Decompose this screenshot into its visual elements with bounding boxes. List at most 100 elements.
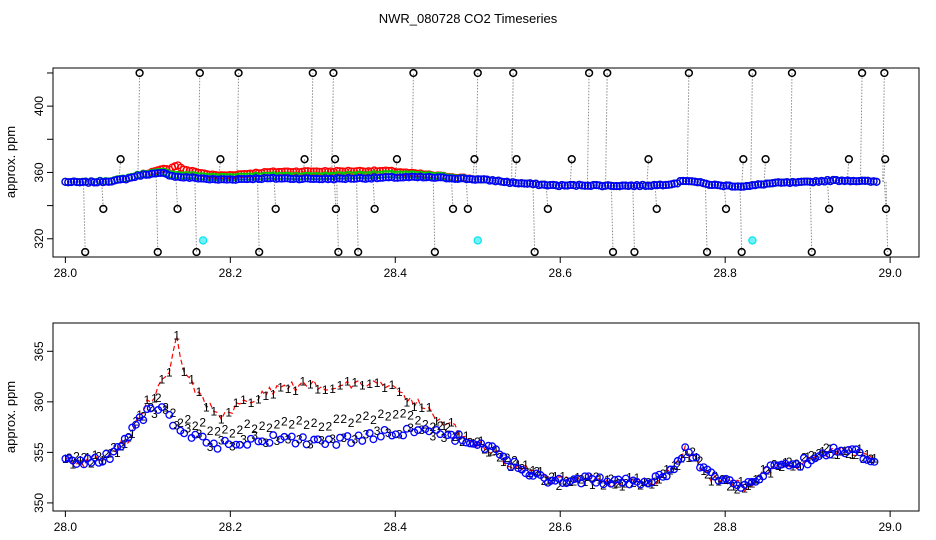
top-point-blue: [681, 176, 691, 186]
top-point-black: [216, 155, 225, 164]
top-point-blue: [274, 174, 284, 183]
top-point-blue: [199, 174, 208, 183]
top-point-blue: [349, 174, 359, 183]
bottom-label-1: 1: [604, 473, 611, 487]
top-point-blue: [413, 173, 422, 182]
bottom-point-blue: [859, 455, 868, 464]
top-point-black: [370, 204, 379, 214]
bottom-point-blue: [503, 456, 511, 465]
bottom-label-1: 1: [678, 451, 685, 465]
bottom-label-3: 3: [196, 427, 203, 441]
bottom-label-2: 2: [170, 406, 177, 420]
bottom-label-3: 3: [185, 422, 192, 436]
bottom-point-blue: [146, 404, 155, 413]
bottom-point-blue: [454, 430, 463, 439]
bottom-label-2: 2: [318, 420, 325, 434]
top-point-blue: [592, 181, 601, 190]
bottom-label-1: 1: [448, 416, 455, 430]
bottom-label-1: 1: [507, 460, 514, 474]
spike-line: [532, 184, 536, 253]
bottom-y-tick-label: 365: [32, 341, 46, 361]
spike-line: [194, 178, 198, 253]
top-point-blue: [693, 178, 702, 187]
top-point-blue: [624, 181, 633, 190]
top-point-black: [881, 155, 890, 164]
bottom-label-1: 1: [819, 444, 826, 458]
bottom-label-2: 2: [251, 422, 258, 436]
bottom-label-2: 2: [125, 430, 132, 444]
spike-line: [739, 186, 743, 253]
bottom-label-3: 3: [374, 424, 381, 438]
top-point-blue: [687, 177, 696, 186]
bottom-plot-frame: [52, 322, 920, 512]
top-point-blue: [358, 174, 367, 183]
top-point-blue: [690, 177, 699, 186]
bottom-label-1: 1: [648, 478, 655, 492]
bottom-point-blue: [766, 461, 775, 470]
bottom-label-2: 2: [452, 430, 459, 444]
bottom-point-blue: [265, 438, 274, 447]
bottom-point-blue: [610, 476, 619, 484]
top-point-blue: [664, 180, 673, 189]
top-y-tick-label: 320: [32, 228, 46, 248]
top-point-black: [195, 68, 204, 78]
top-point-blue: [335, 174, 344, 183]
bottom-point-blue: [844, 446, 853, 454]
bottom-y-tick-label: 355: [32, 442, 46, 462]
top-point-blue: [228, 175, 237, 184]
bottom-point-blue: [651, 472, 660, 481]
top-point-black: [331, 204, 341, 214]
bottom-label-2: 2: [726, 480, 733, 494]
bottom-point-blue: [105, 455, 114, 463]
bottom-label-3: 3: [296, 432, 303, 446]
top-point-blue: [225, 175, 234, 184]
spike-line: [465, 178, 469, 209]
bottom-label-2: 2: [296, 413, 303, 427]
top-point-blue: [422, 173, 431, 182]
top-point-black: [584, 68, 594, 78]
bottom-label-3: 3: [173, 419, 180, 433]
top-point-blue: [280, 174, 289, 183]
spike-line: [356, 178, 359, 253]
bottom-point-blue: [722, 474, 730, 483]
top-point-blue: [254, 174, 263, 184]
bottom-point-blue: [376, 432, 385, 441]
bottom-x-tick-label: 28.6: [549, 520, 573, 534]
bottom-label-1: 1: [352, 375, 359, 389]
bottom-point-blue: [117, 442, 125, 451]
top-point-black: [271, 204, 280, 214]
top-point-black: [807, 247, 816, 257]
top-point-blue: [780, 178, 789, 187]
bottom-point-blue: [358, 436, 367, 445]
bottom-label-2: 2: [311, 416, 318, 430]
top-point-blue: [598, 182, 607, 191]
bottom-point-blue: [365, 429, 374, 438]
top-point-blue: [546, 180, 555, 190]
top-x-tick-label: 28.2: [219, 266, 243, 280]
spike-line: [175, 176, 179, 209]
top-y-axis-label: approx. ppm: [3, 126, 18, 198]
top-point-blue: [101, 177, 110, 186]
top-point-blue: [119, 174, 128, 184]
top-point-blue: [866, 177, 875, 186]
top-point-black: [787, 68, 797, 78]
bottom-label-1: 1: [173, 329, 180, 343]
top-point-black: [684, 68, 694, 78]
top-point-blue: [768, 179, 777, 188]
bottom-label-2: 2: [103, 447, 110, 461]
top-panel: 28.0 28.2 28.4 28.6 28.8 29.0 320 360 400 approx…: [3, 67, 920, 280]
spike-line: [336, 178, 339, 253]
top-point-blue: [312, 174, 321, 183]
bottom-point-blue: [573, 474, 582, 483]
top-point-blue: [479, 175, 488, 184]
top-point-blue: [156, 168, 165, 177]
top-point-black: [473, 68, 482, 78]
top-point-blue: [104, 177, 113, 186]
bottom-point-blue: [321, 440, 330, 449]
top-point-black: [881, 204, 891, 214]
spike-line: [137, 72, 141, 176]
bottom-point-blue: [462, 438, 471, 447]
spike-line: [310, 72, 314, 179]
bottom-point-blue: [540, 473, 549, 482]
